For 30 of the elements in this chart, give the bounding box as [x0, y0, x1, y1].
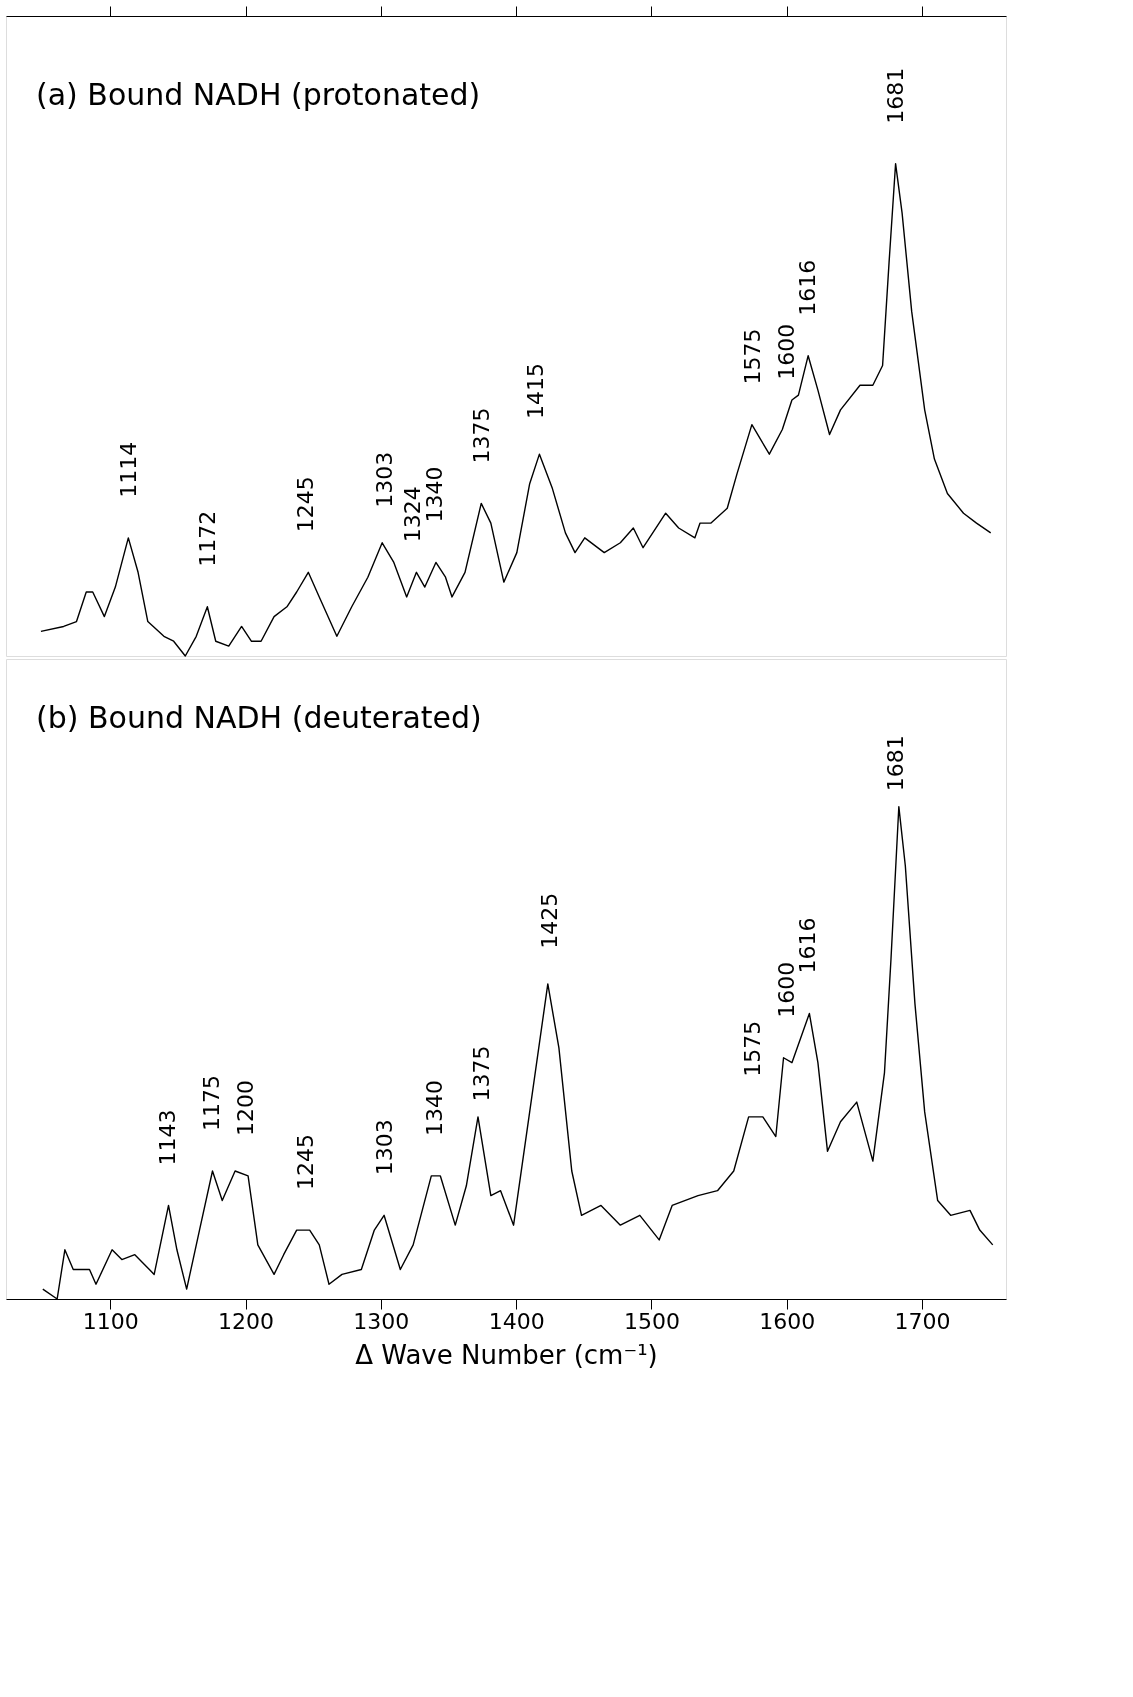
- x-tick-label: 1100: [82, 1308, 139, 1334]
- annotation: 1616: [795, 259, 821, 316]
- annotation: 1172: [194, 510, 220, 567]
- chart-title: (b) Bound NADH (deuterated): [36, 700, 482, 735]
- annotation: 1245: [293, 1134, 319, 1191]
- chart-title: (a) Bound NADH (protonated): [36, 77, 481, 112]
- annotation: 1375: [469, 1045, 495, 1102]
- annotation: 1375: [469, 407, 495, 464]
- annotation: 1200: [232, 1079, 258, 1136]
- annotation: 1143: [155, 1109, 181, 1166]
- annotation: 1175: [198, 1075, 224, 1131]
- x-tick-label: 1200: [218, 1308, 275, 1334]
- annotation: 1575: [739, 1020, 765, 1077]
- x-tick-label: 1400: [488, 1308, 545, 1334]
- annotation: 1114: [116, 441, 142, 498]
- x-tick-label: 1700: [894, 1308, 951, 1334]
- x-tick-label: 1600: [759, 1308, 816, 1334]
- annotation: 1303: [371, 451, 397, 508]
- x-tick-label: 1300: [353, 1308, 410, 1334]
- annotation: 1245: [293, 476, 319, 533]
- annotation: 1415: [523, 363, 549, 420]
- annotation: 1575: [739, 328, 765, 385]
- annotation: 1340: [421, 1079, 447, 1136]
- x-tick-label: 1500: [623, 1308, 680, 1334]
- annotation: 1681: [883, 735, 909, 792]
- annotation: 1425: [536, 892, 562, 949]
- annotation: 1600: [773, 323, 799, 380]
- x-axis-title: Δ Wave Number (cm⁻¹): [355, 1339, 658, 1370]
- annotation: 1303: [371, 1119, 397, 1176]
- annotation: 1681: [883, 67, 909, 124]
